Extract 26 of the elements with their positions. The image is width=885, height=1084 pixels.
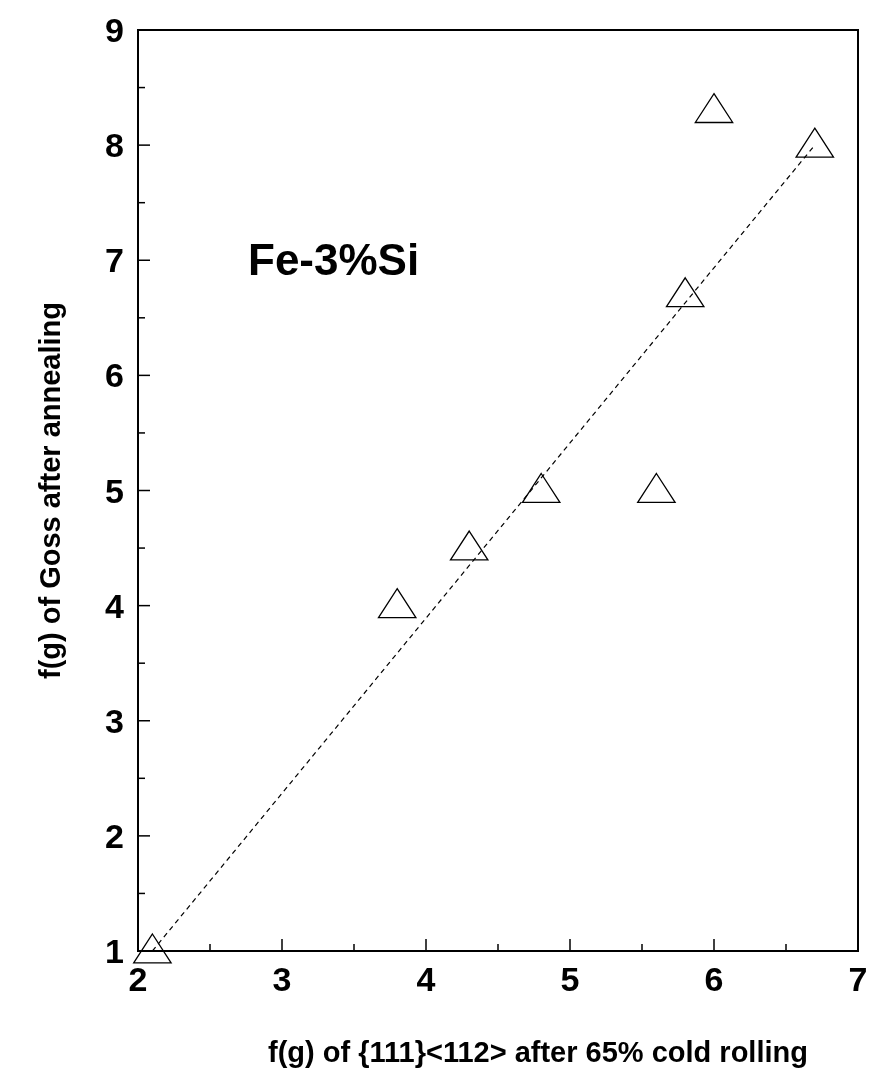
y-tick-label: 7 [105, 241, 124, 280]
x-tick-label: 4 [416, 960, 436, 998]
y-tick-label: 3 [105, 701, 124, 740]
y-axis-title: f(g) of Goss after annealing [34, 301, 66, 680]
x-tick-label: 2 [128, 960, 148, 998]
y-tick-label: 2 [105, 816, 124, 855]
y-tick-label: 4 [105, 586, 125, 625]
x-tick-label: 6 [704, 960, 724, 998]
point [694, 92, 734, 124]
x-axis-title: f(g) of {111}<112> after 65% cold rolling [268, 1036, 808, 1068]
y-tick-label: 1 [105, 932, 124, 970]
x-tick-label: 5 [560, 960, 580, 998]
y-tick-label: 9 [105, 11, 124, 49]
annotation: Fe-3%Si [248, 235, 420, 285]
point [665, 277, 705, 308]
point [637, 472, 676, 504]
y-tick-label: 5 [105, 471, 124, 510]
y-tick-label: 6 [105, 356, 124, 395]
point [133, 933, 172, 964]
y-tick-label: 8 [105, 126, 124, 165]
point [795, 127, 835, 158]
x-tick-label: 3 [272, 960, 292, 998]
point [449, 530, 489, 561]
x-tick-label: 7 [848, 960, 868, 998]
point [521, 472, 561, 504]
point [377, 587, 417, 619]
